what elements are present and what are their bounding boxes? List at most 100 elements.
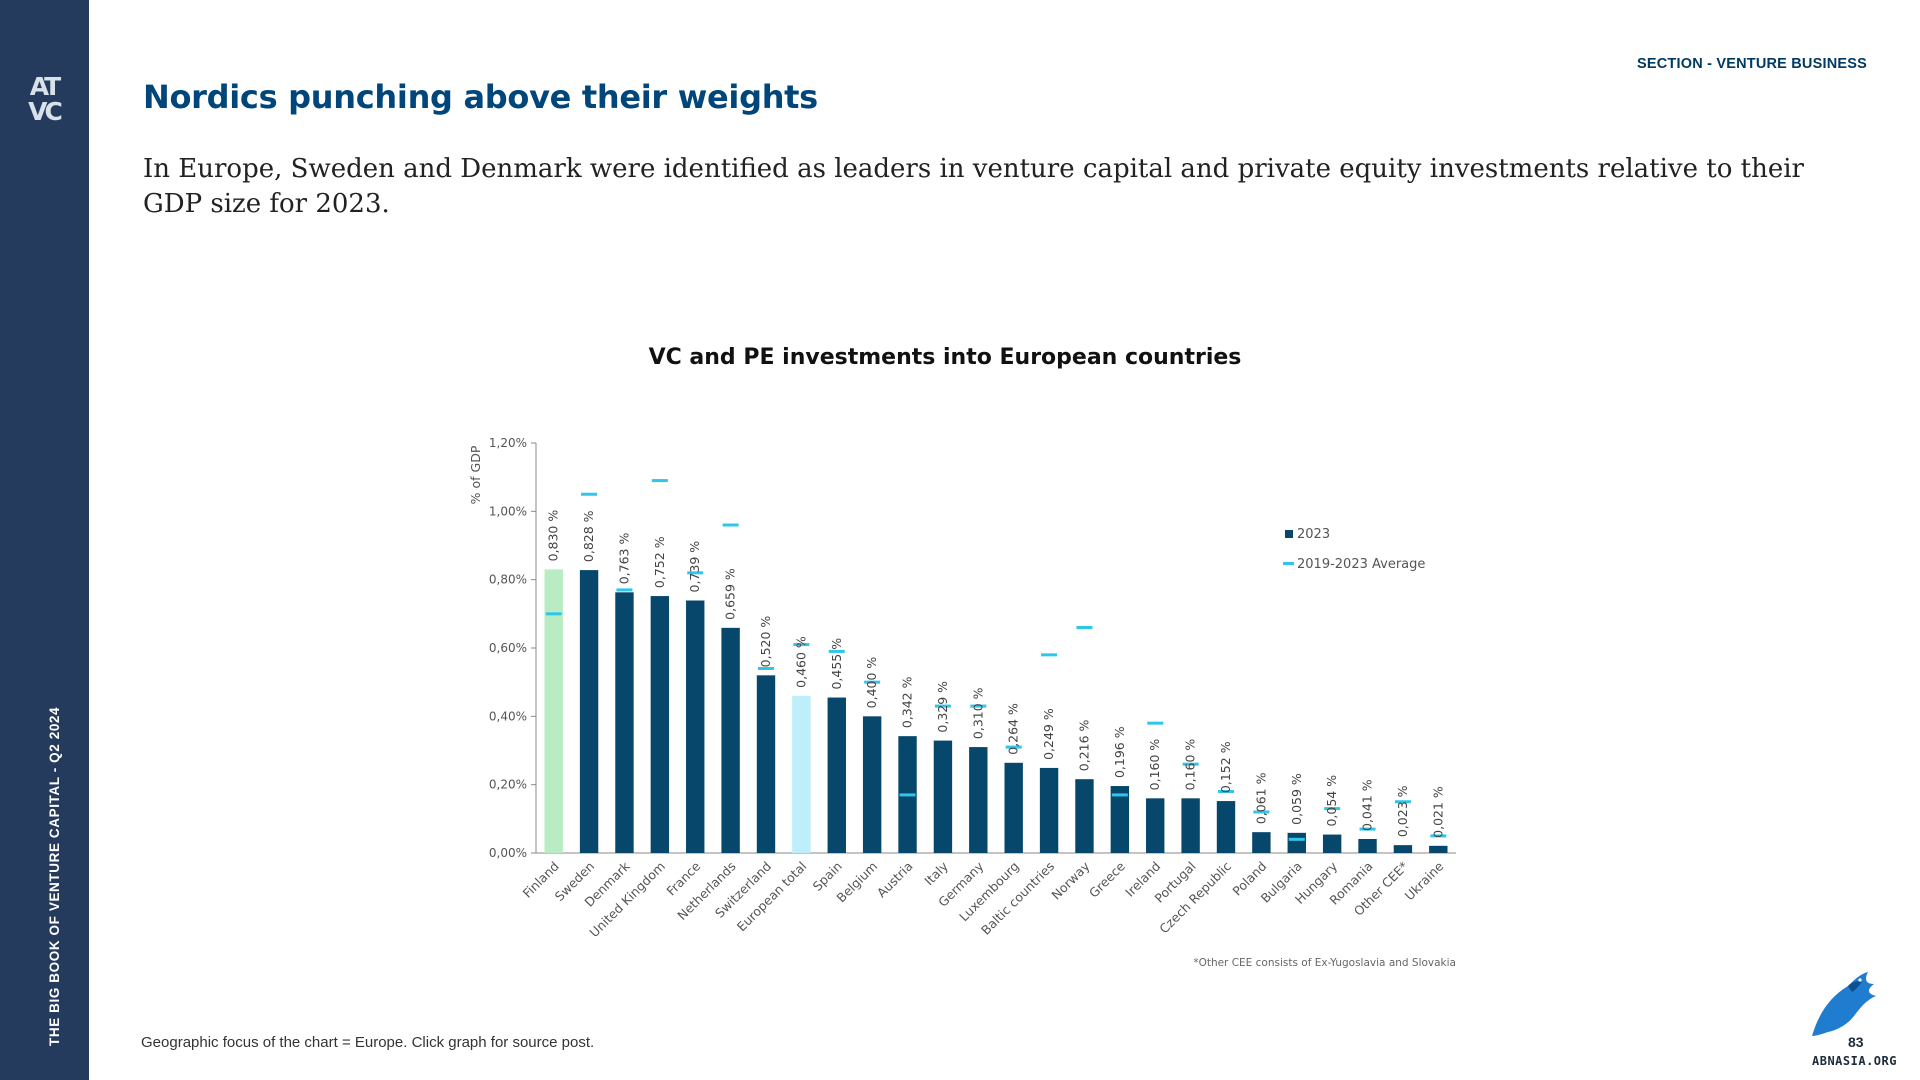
footnote[interactable]: Geographic focus of the chart = Europe. …: [141, 1034, 595, 1051]
bar-european-total[interactable]: [792, 695, 811, 853]
bar-romania[interactable]: [1358, 838, 1377, 853]
chart-legend: 2023 2019-2023 Average: [1283, 527, 1425, 572]
bar-chart[interactable]: 0,00% 0,20% 0,40% 0,60% 0,80% 1,00% 1,20% % of …: [440, 420, 1480, 980]
data-label: 0,310 %: [970, 687, 985, 739]
bar-hungary[interactable]: [1322, 834, 1342, 853]
bar-bulgaria[interactable]: [1287, 832, 1306, 853]
average-marker: [1041, 653, 1058, 657]
watermark-text: ABNASIA.ORG: [1812, 1054, 1897, 1068]
logo-top-text: AT: [29, 72, 61, 101]
data-label: 0,021 %: [1430, 786, 1445, 838]
bar-denmark[interactable]: [615, 592, 634, 853]
data-label: 0,520 %: [758, 616, 773, 668]
section-label: SECTION - VENTURE BUSINESS: [1637, 56, 1867, 72]
x-tick-label: Italy: [921, 858, 951, 888]
data-label: 0,160 %: [1147, 739, 1162, 791]
bar-poland[interactable]: [1252, 832, 1271, 853]
data-label: 0,828 %: [581, 510, 596, 562]
data-label: 0,342 %: [900, 676, 915, 728]
logo-bottom-text: VC: [28, 97, 63, 126]
average-marker: [1324, 807, 1341, 811]
bar-norway[interactable]: [1075, 779, 1094, 853]
x-tick-label: Austria: [874, 859, 916, 901]
average-marker: [581, 492, 598, 496]
page-title: Nordics punching above their weights: [143, 78, 818, 116]
average-marker: [722, 523, 739, 527]
legend-swatch-average: [1283, 562, 1294, 565]
eagle-watermark-icon: [1812, 972, 1876, 1036]
chart-title: VC and PE investments into European coun…: [648, 345, 1242, 370]
data-label: 0,329 %: [935, 681, 950, 733]
average-marker: [899, 793, 916, 797]
legend-label-average: 2019-2023 Average: [1297, 557, 1425, 572]
average-marker: [1430, 834, 1447, 838]
average-marker: [828, 649, 845, 653]
bar-greece[interactable]: [1110, 786, 1130, 853]
data-label: 0,041 %: [1360, 779, 1375, 831]
x-tick-label: Ukraine: [1402, 858, 1447, 903]
data-label: 0,659 %: [723, 568, 738, 620]
y-axis-label: % of GDP: [468, 445, 483, 504]
average-marker: [864, 680, 881, 684]
bar-baltic-countries[interactable]: [1039, 767, 1059, 853]
average-marker: [1182, 762, 1199, 766]
bar-spain[interactable]: [827, 697, 846, 853]
bar-ukraine[interactable]: [1429, 845, 1448, 853]
bar-sweden[interactable]: [579, 570, 599, 853]
average-marker: [1111, 793, 1128, 797]
y-tick-label: 0,20%: [489, 778, 527, 792]
average-marker: [1253, 810, 1270, 814]
bar-portugal[interactable]: [1181, 798, 1200, 853]
average-marker: [1218, 790, 1234, 793]
data-label: 0,152 %: [1218, 741, 1233, 793]
data-label: 0,830 %: [546, 510, 561, 562]
average-marker: [616, 588, 633, 592]
chart-annotation: *Other CEE consists of Ex-Yugoslavia and…: [1193, 957, 1456, 969]
average-marker: [687, 571, 704, 575]
bar-ireland[interactable]: [1146, 798, 1165, 853]
data-label: 0,460 %: [793, 636, 808, 688]
average-marker: [1076, 626, 1093, 629]
data-label: 0,264 %: [1006, 703, 1021, 755]
average-marker: [545, 612, 562, 616]
data-label: 0,160 %: [1183, 739, 1198, 791]
data-label: 0,216 %: [1076, 719, 1091, 771]
average-marker: [651, 479, 668, 483]
data-label: 0,455 %: [829, 638, 844, 690]
average-marker: [1005, 745, 1022, 749]
bar-finland[interactable]: [544, 569, 563, 853]
data-label: 0,196 %: [1112, 726, 1127, 778]
data-label: 0,739 %: [687, 541, 702, 593]
x-tick-label: Norway: [1048, 858, 1093, 903]
bar-netherlands[interactable]: [721, 627, 740, 853]
atvc-logo[interactable]: AT VC: [20, 74, 68, 130]
average-marker: [793, 643, 810, 647]
legend-swatch-2023: [1285, 530, 1293, 538]
y-tick-label: 0,40%: [489, 709, 527, 723]
bar-switzerland[interactable]: [756, 675, 776, 853]
legend-label-2023: 2023: [1297, 527, 1330, 542]
sidebar: AT VC THE BIG BOOK OF VENTURE CAPITAL - …: [0, 0, 89, 1080]
average-marker: [758, 667, 774, 670]
bar-belgium[interactable]: [862, 716, 882, 853]
data-label: 0,249 %: [1041, 708, 1056, 760]
bar-italy[interactable]: [933, 740, 953, 853]
bar-france[interactable]: [686, 600, 705, 853]
data-label: 0,023 %: [1395, 785, 1410, 837]
chart-average-markers: [545, 479, 1447, 841]
intro-text: In Europe, Sweden and Denmark were ident…: [143, 154, 1804, 219]
bar-united-kingdom[interactable]: [650, 596, 670, 853]
data-label: 0,400 %: [864, 657, 879, 709]
data-label: 0,054 %: [1324, 775, 1339, 827]
bar-czech-republic[interactable]: [1216, 801, 1236, 853]
bar-germany[interactable]: [969, 747, 988, 853]
bar-luxembourg[interactable]: [1004, 762, 1023, 853]
y-tick-label: 0,80%: [489, 573, 527, 587]
chart-data-labels: 0,830 % 0,828 % 0,763 % 0,752 % 0,739 % 0,659…: [546, 510, 1446, 838]
bar-other-cee-[interactable]: [1393, 845, 1413, 853]
page-number: 83: [1848, 1034, 1864, 1050]
average-marker: [934, 704, 951, 708]
y-tick-label: 0,00%: [489, 846, 527, 860]
data-label: 0,752 %: [652, 536, 667, 588]
x-tick-label: Greece: [1086, 858, 1128, 900]
